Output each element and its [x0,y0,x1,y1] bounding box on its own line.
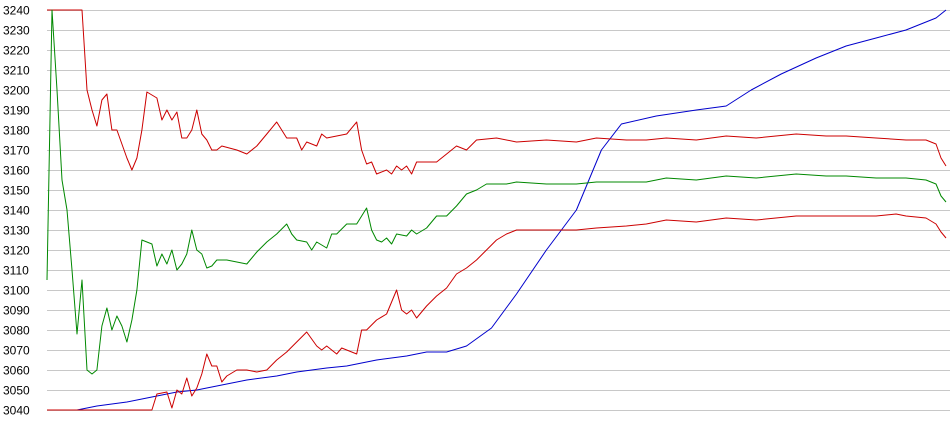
y-tick-label: 3110 [3,264,29,278]
y-tick-label: 3230 [3,24,30,38]
y-tick-label: 3130 [3,224,30,238]
y-tick-label: 3180 [3,124,30,138]
y-tick-label: 3120 [3,244,30,258]
series-line-4 [47,213,947,411]
y-tick-label: 3170 [3,144,30,158]
y-tick-label: 3220 [3,44,30,58]
series-layer [46,9,947,411]
y-tick-label: 3210 [3,64,30,78]
y-tick-label: 3150 [3,184,30,198]
series-line-3 [46,9,947,375]
axis-layer: 3040 3050 3060 3070 3080 3090 3100 3110 3120 3130… [3,4,30,418]
y-tick-label: 3190 [3,104,30,118]
y-tick-label: 3200 [3,84,30,98]
series-line-2 [47,9,947,175]
y-tick-label: 3160 [3,164,30,178]
y-tick-label: 3240 [3,4,30,18]
y-tick-label: 3070 [3,344,30,358]
y-tick-label: 3100 [3,284,30,298]
y-tick-label: 3050 [3,384,30,398]
y-tick-label: 3060 [3,364,30,378]
y-tick-label: 3040 [3,404,30,418]
y-tick-label: 3080 [3,324,30,338]
y-tick-label: 3140 [3,204,30,218]
y-tick-label: 3090 [3,304,30,318]
grid-layer [47,10,950,411]
